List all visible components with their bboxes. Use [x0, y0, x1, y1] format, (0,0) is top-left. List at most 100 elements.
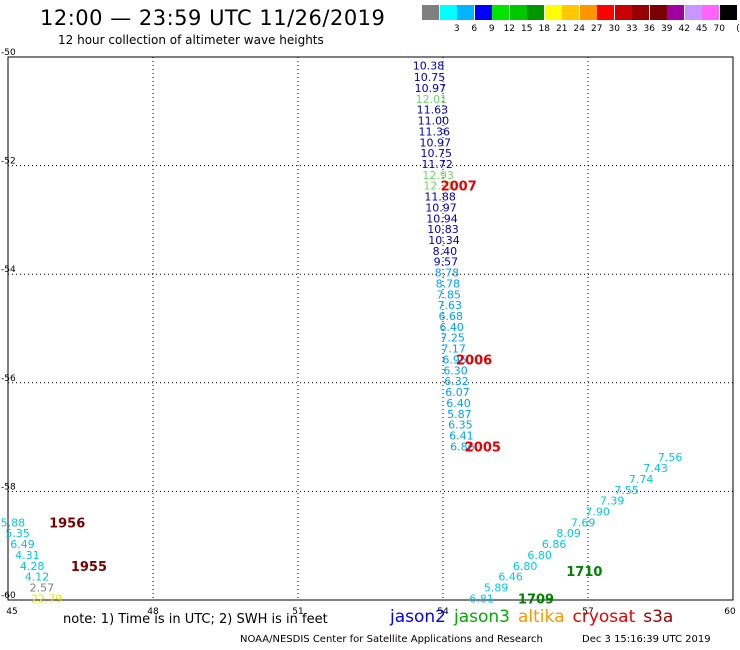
wave-height-point: 7.63 [438, 299, 463, 312]
x-tick-label: 48 [147, 607, 159, 617]
mission-label-jason3: jason3 [454, 607, 510, 627]
wave-height-point: 10.38 [413, 60, 445, 73]
legend-swatch [667, 5, 684, 20]
legend-swatch [527, 5, 544, 20]
wave-height-point: 8.40 [433, 245, 458, 258]
x-tick-label: 51 [292, 607, 303, 617]
legend-swatch [597, 5, 614, 20]
wave-height-point: 2.57 [30, 582, 55, 595]
wave-height-point: 7.85 [437, 288, 462, 301]
wave-height-point: 7.69 [571, 516, 596, 529]
legend-swatch [614, 5, 632, 20]
wave-height-point: 6.35 [448, 419, 473, 432]
pass-time-label: 1956 [49, 516, 85, 531]
legend-swatch [544, 5, 562, 20]
wave-height-point: 6.80 [513, 560, 538, 573]
mission-label-altika: altika [518, 607, 565, 627]
pass-time-label: 2007 [441, 180, 477, 195]
legend-label: 39 [661, 24, 673, 34]
wave-height-point: 9.57 [434, 256, 459, 269]
wave-height-point: 7.74 [629, 473, 654, 486]
legend-label: 3 [453, 24, 460, 34]
x-tick-label: 60 [724, 607, 736, 617]
wave-height-point: 4.12 [25, 571, 50, 584]
y-tick-label: -60 [1, 591, 16, 601]
pass-time-label: 2005 [465, 440, 501, 455]
wave-height-point: 6.80 [527, 549, 552, 562]
wave-height-point: 6.40 [439, 321, 464, 334]
wave-height-point: 10.97 [425, 201, 457, 214]
wave-height-point: 7.56 [658, 451, 683, 464]
wave-height-point: 6.07 [445, 386, 470, 399]
wave-height-point: 10.97 [415, 82, 447, 95]
wave-height-point: 11.72 [421, 158, 453, 171]
legend-swatch [702, 5, 719, 20]
legend-swatch [457, 5, 474, 20]
legend-swatch [439, 5, 457, 20]
wave-height-point: 7.43 [643, 462, 668, 475]
wave-height-point: 8.78 [435, 267, 460, 280]
wave-height-point: 7.39 [600, 495, 625, 508]
y-tick-label: -56 [1, 374, 16, 384]
wave-height-point: 11.00 [418, 115, 450, 128]
wave-height-point: 5.89 [484, 582, 509, 595]
legend-label: 27 [591, 24, 603, 34]
legend-label: 18 [538, 24, 550, 34]
wave-height-point: 10.75 [420, 147, 452, 160]
legend-label: 36 [643, 24, 655, 34]
wave-height-point: 7.55 [614, 484, 639, 497]
wave-height-point: 6.40 [446, 397, 471, 410]
legend-label: 12 [503, 24, 515, 34]
legend-swatch [632, 5, 649, 20]
legend-swatch [719, 5, 737, 20]
wave-height-point: 6.86 [542, 538, 567, 551]
wave-height-point: 6.95 [442, 353, 467, 366]
legend-label: 42 [678, 24, 690, 34]
wave-height-point: 8.78 [436, 277, 461, 290]
pass-time-label: 1955 [71, 560, 107, 575]
wave-height-point: 6.49 [10, 538, 35, 551]
pass-time-label: 1710 [566, 565, 602, 580]
legend-swatch [474, 5, 492, 20]
legend-label: 24 [573, 24, 585, 34]
wave-height-point: 5.88 [1, 516, 26, 529]
legend-unit-label: (ft) [736, 24, 740, 34]
legend-label: 70 [713, 24, 725, 34]
mission-key: jason2 jason3 altika cryosat s3a [390, 607, 681, 627]
pass-time-label: 1709 [518, 592, 554, 607]
mission-label-jason2: jason2 [390, 607, 446, 627]
wave-height-point: 6.30 [443, 364, 468, 377]
wave-height-point: 11.88 [424, 191, 456, 204]
x-tick-label: 45 [6, 607, 17, 617]
wave-height-point: 4.28 [20, 560, 45, 573]
wave-height-point: 6.41 [449, 429, 474, 442]
pass-time-label: 2006 [456, 353, 492, 368]
footer-source: NOAA/NESDIS Center for Satellite Applica… [240, 634, 543, 645]
wave-height-point: 11.63 [417, 104, 449, 117]
wave-height-point: 5.35 [5, 527, 30, 540]
wave-height-point: 7.17 [441, 343, 466, 356]
wave-height-point: 12.01 [416, 93, 448, 106]
legend-swatch [649, 5, 667, 20]
wave-height-point: 11.36 [419, 125, 451, 138]
legend-label: 33 [626, 24, 638, 34]
y-tick-label: -52 [1, 157, 16, 167]
legend-swatch [509, 5, 527, 20]
plot-frame [7, 56, 734, 601]
wave-height-point: 6.46 [498, 571, 523, 584]
mission-label-s3a: s3a [643, 607, 674, 627]
chart-subtitle: 12 hour collection of altimeter wave hei… [58, 33, 324, 47]
wave-height-point: 12.93 [422, 169, 454, 182]
wave-height-point: 10.94 [426, 212, 458, 225]
wave-height-point: 8.09 [556, 527, 581, 540]
y-tick-label: -50 [1, 48, 16, 58]
legend-label: 9 [488, 24, 495, 34]
wave-height-point: 10.75 [414, 71, 446, 84]
legend-label: 21 [556, 24, 568, 34]
mission-label-cryosat: cryosat [572, 607, 636, 627]
legend-label: 45 [696, 24, 708, 34]
units-note: note: 1) Time is in UTC; 2) SWH is in fe… [63, 612, 328, 627]
wave-height-point: 12.22 [423, 180, 455, 193]
wave-height-point: 6.68 [438, 310, 463, 323]
